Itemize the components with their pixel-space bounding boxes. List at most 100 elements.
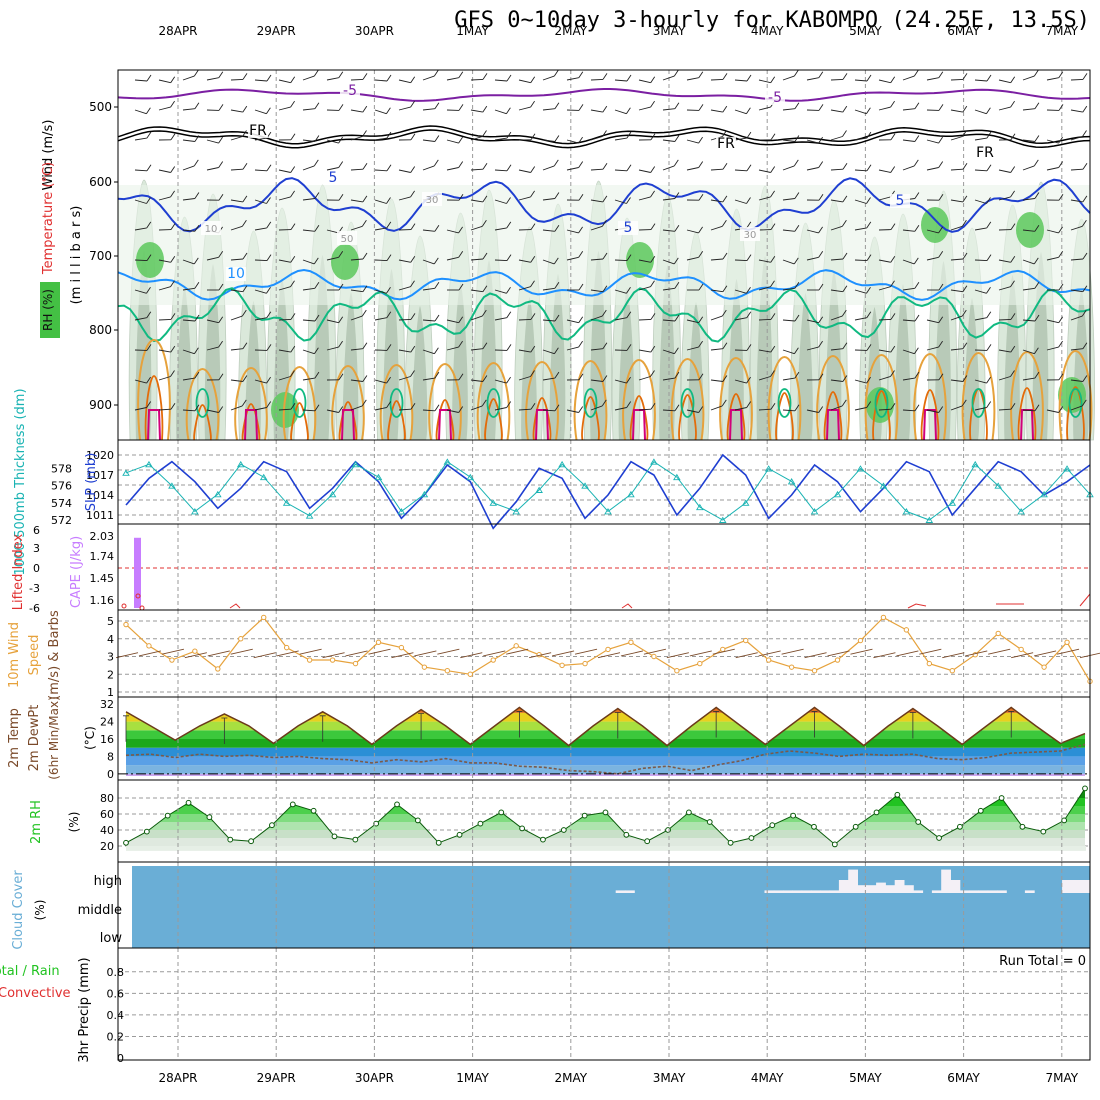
wind-barb-flag	[842, 195, 848, 203]
wind-barb-flag	[481, 399, 487, 407]
wind-barb-flag	[386, 107, 391, 114]
wind-barb-flag	[602, 195, 608, 203]
wind-barb	[926, 319, 939, 324]
contour-label-bg	[323, 171, 343, 185]
wind-barb	[782, 409, 796, 412]
wind-barb-flag	[890, 166, 896, 173]
wind-barb	[566, 77, 579, 81]
wind-barb	[662, 198, 675, 201]
wind-barb-flag	[506, 74, 512, 82]
wind-barb	[374, 289, 387, 294]
wind-barb	[134, 137, 147, 141]
wind-barb	[230, 348, 243, 351]
axis-label-10m-wind: 10m Wind	[7, 622, 22, 688]
rh-marker	[248, 838, 254, 845]
wind-barb	[470, 225, 483, 231]
high-cloud-bar	[987, 890, 998, 893]
wind-barb	[254, 109, 267, 115]
wind-speed-marker	[720, 646, 726, 653]
wind-barb	[734, 407, 747, 411]
thickness-marker	[122, 469, 130, 476]
temp-contour-loop	[583, 388, 598, 418]
temp-contour-hot	[241, 403, 261, 441]
wind-barb-flag	[866, 254, 872, 261]
wind-barb-flag	[482, 220, 487, 227]
wind-barb-flag	[1082, 220, 1087, 227]
rh-base	[126, 846, 1086, 851]
wind-barb	[302, 319, 316, 322]
high-cloud-bar	[950, 880, 961, 893]
freezing-level-contour	[117, 125, 1091, 145]
wind-barb-flag	[961, 309, 967, 317]
wind-barb	[494, 227, 507, 231]
wind-barb	[470, 136, 483, 141]
wind-barb-flag	[362, 130, 367, 137]
high-cloud-bar	[625, 890, 635, 893]
wind-barb	[806, 139, 819, 144]
wind-barb-flag	[602, 342, 608, 349]
wind-barb-flag	[433, 159, 439, 167]
surface-wind-barb	[414, 650, 437, 657]
contour-label-bg	[618, 221, 638, 235]
wind-barb-flag	[1082, 285, 1088, 292]
wind-tick: 2	[107, 668, 114, 681]
axis-label-precip: 3hr Precip (mm)	[77, 957, 92, 1062]
rh-marker	[957, 823, 963, 830]
date-label-bottom: 7MAY	[1045, 1071, 1078, 1085]
wind-barb-flag	[698, 226, 703, 234]
temp-contour-hot	[920, 389, 940, 441]
wind-barb	[638, 286, 651, 291]
temp-minmax-bar	[221, 717, 228, 744]
thickness-tick: 574	[51, 497, 72, 510]
wind-barb	[542, 108, 555, 111]
rh-legend-swatch	[40, 282, 60, 338]
wind-barb	[542, 165, 555, 171]
wind-barb-flag	[290, 133, 296, 141]
wind-barb-flag	[914, 347, 919, 354]
wind-barb-flag	[362, 195, 368, 203]
wind-barb	[1022, 229, 1035, 232]
wind-barb	[830, 258, 844, 261]
wind-barb-flag	[1082, 73, 1088, 80]
wind-barb-flag	[194, 192, 200, 199]
wind-barb-flag	[841, 399, 847, 407]
wind-barb	[662, 139, 675, 142]
wind-barb-flag	[218, 71, 224, 78]
temp-band	[126, 721, 1085, 731]
wind-barb	[566, 229, 579, 234]
wind-speed-marker	[192, 648, 198, 654]
wind-barb-flag	[481, 309, 487, 317]
surface-wind-barb	[712, 648, 735, 655]
wind-barb-flag	[770, 345, 776, 353]
surface-wind-barb	[391, 652, 414, 659]
wind-barb-flag	[601, 309, 607, 317]
wind-barb	[206, 139, 219, 144]
wind-barb	[134, 289, 147, 294]
wind-speed-marker	[857, 637, 864, 644]
wind-barb-flag	[362, 220, 367, 227]
wind-barb	[878, 196, 891, 201]
wind-barb	[1022, 108, 1035, 111]
high-cloud-bar	[997, 890, 1007, 893]
wind-barb-flag	[986, 107, 991, 114]
thickness-marker	[535, 486, 543, 493]
precip-tick: 0	[117, 1052, 124, 1065]
wind-barb-flag	[962, 285, 968, 292]
wind-barb-flag	[290, 313, 296, 320]
rh-moist-spot	[136, 242, 164, 278]
wind-barb-flag	[1082, 162, 1088, 170]
wind-barb-flag	[914, 135, 920, 142]
wind-barb	[950, 289, 963, 293]
wind-barb-flag	[146, 344, 152, 351]
wind-barb-flag	[242, 73, 248, 80]
wind-barb	[590, 136, 603, 141]
wind-barb	[134, 199, 147, 204]
wind-barb	[1070, 225, 1083, 231]
wind-barb	[710, 168, 724, 171]
wind-barb	[854, 259, 868, 262]
wind-barb-flag	[1010, 223, 1016, 230]
wind-barb-flag	[146, 254, 152, 261]
wind-speed-marker	[261, 614, 267, 621]
wind-barb-flag	[314, 135, 320, 142]
wind-barb	[734, 137, 747, 141]
